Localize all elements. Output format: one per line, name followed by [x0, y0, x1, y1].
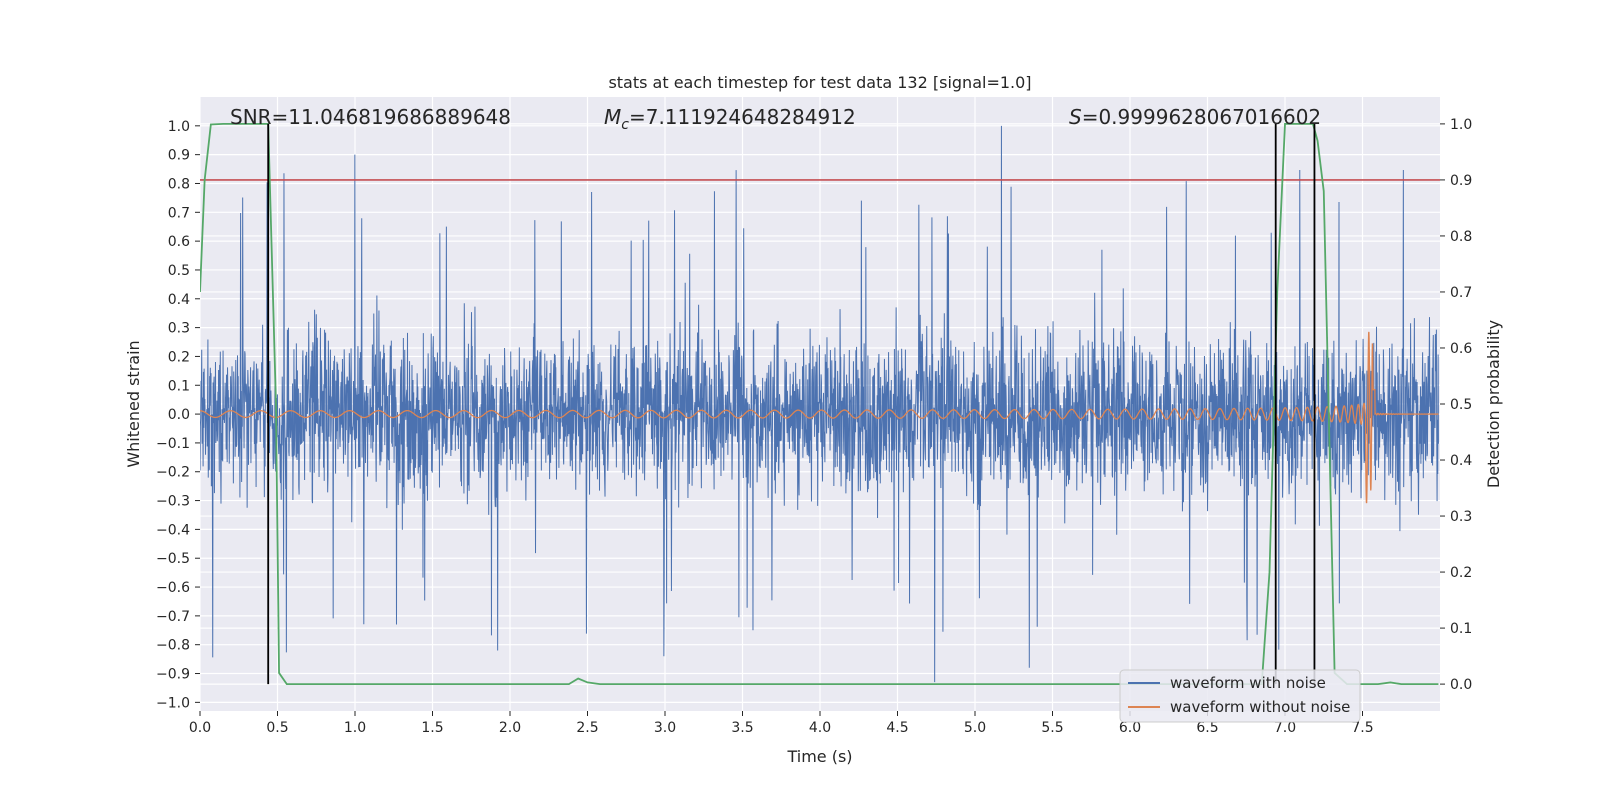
y2-tick-label: 1.0	[1450, 117, 1472, 133]
x-tick-label: 0.0	[189, 720, 211, 736]
y-tick-label: −1.0	[156, 695, 190, 711]
y-tick-label: 1.0	[168, 119, 190, 135]
chirp-mass-value: =7.111924648284912	[629, 105, 856, 129]
y2-tick-label: 0.9	[1450, 173, 1472, 189]
y-tick-label: −0.8	[156, 638, 190, 654]
y-tick-label: 0.0	[168, 407, 190, 423]
y2-tick-label: 0.8	[1450, 229, 1472, 245]
snr-annotation: SNR=11.046819686889648	[230, 105, 511, 129]
x-tick-label: 1.0	[344, 720, 366, 736]
x-tick-label: 7.5	[1351, 720, 1373, 736]
x-tick-label: 6.5	[1196, 720, 1218, 736]
y-tick-label: −0.4	[156, 522, 190, 538]
y2-tick-label: 0.2	[1450, 565, 1472, 581]
chirp-mass-symbol: M	[604, 105, 621, 129]
y-tick-label: −0.2	[156, 465, 190, 481]
y-tick-label: 0.9	[168, 148, 190, 164]
y2-tick-label: 0.5	[1450, 397, 1472, 413]
chirp-mass-subscript: c	[621, 117, 629, 133]
y2-tick-label: 0.4	[1450, 453, 1472, 469]
legend-label-clean: waveform without noise	[1170, 698, 1350, 716]
chart-title: stats at each timestep for test data 132…	[608, 73, 1031, 92]
x-tick-label: 4.5	[886, 720, 908, 736]
y-tick-label: 0.2	[168, 349, 190, 365]
y-tick-label: −0.7	[156, 609, 190, 625]
y-tick-label: 0.4	[168, 292, 190, 308]
x-tick-label: 1.5	[421, 720, 443, 736]
y2-tick-label: 0.7	[1450, 285, 1472, 301]
y-tick-label: 0.8	[168, 176, 190, 192]
y-tick-label: −0.9	[156, 667, 190, 683]
y-axis-right: 0.0 0.1 0.2 0.3 0.4 0.5 0.6 0.7 0.8 0.9 1.0	[1440, 117, 1472, 693]
x-tick-label: 5.0	[964, 720, 986, 736]
y-tick-label: −0.6	[156, 580, 190, 596]
legend-label-noise: waveform with noise	[1170, 674, 1326, 692]
x-tick-label: 0.5	[266, 720, 288, 736]
series-waveform-without-noise	[200, 331, 1439, 504]
x-tick-label: 2.5	[576, 720, 598, 736]
x-tick-label: 7.0	[1274, 720, 1296, 736]
y-tick-label: 0.1	[168, 378, 190, 394]
x-tick-label: 3.5	[731, 720, 753, 736]
y-tick-label: 0.5	[168, 263, 190, 279]
y-tick-label: 0.3	[168, 321, 190, 337]
x-tick-label: 4.0	[809, 720, 831, 736]
y-tick-label: −0.1	[156, 436, 190, 452]
significance-value: =0.9999628067016602	[1082, 105, 1321, 129]
y2-tick-label: 0.6	[1450, 341, 1472, 357]
y2-axis-label: Detection probability	[1484, 320, 1503, 488]
series-waveform-with-noise	[200, 125, 1439, 683]
x-axis-label: Time (s)	[786, 747, 852, 766]
legend-box	[1119, 669, 1361, 723]
y-axis-label: Whitened strain	[124, 340, 143, 467]
x-tick-label: 6.0	[1119, 720, 1141, 736]
y-tick-label: 0.7	[168, 205, 190, 221]
y-tick-label: −0.5	[156, 551, 190, 567]
y-tick-label: 0.6	[168, 234, 190, 250]
x-tick-label: 5.5	[1041, 720, 1063, 736]
y-axis-left: −1.0 −0.9 −0.8 −0.7 −0.6 −0.5 −0.4 −0.3 −0.2 −0.1…	[156, 119, 200, 711]
significance-symbol: S	[1069, 105, 1082, 129]
chirp-mass-annotation: Mc=7.111924648284912	[604, 105, 856, 133]
x-tick-label: 2.0	[499, 720, 521, 736]
y2-tick-label: 0.3	[1450, 509, 1472, 525]
y-tick-label: −0.3	[156, 494, 190, 510]
y2-tick-label: 0.0	[1450, 677, 1472, 693]
y2-tick-label: 0.1	[1450, 621, 1472, 637]
x-tick-label: 3.0	[654, 720, 676, 736]
significance-annotation: S=0.9999628067016602	[1069, 105, 1321, 129]
x-axis: 0.0 0.5 1.0 1.5 2.0 2.5 3.0 3.5 4.0 4.5 5.0 5.5 6.0 6…	[189, 711, 1374, 736]
legend: waveform with noise waveform without noi…	[1119, 669, 1361, 723]
